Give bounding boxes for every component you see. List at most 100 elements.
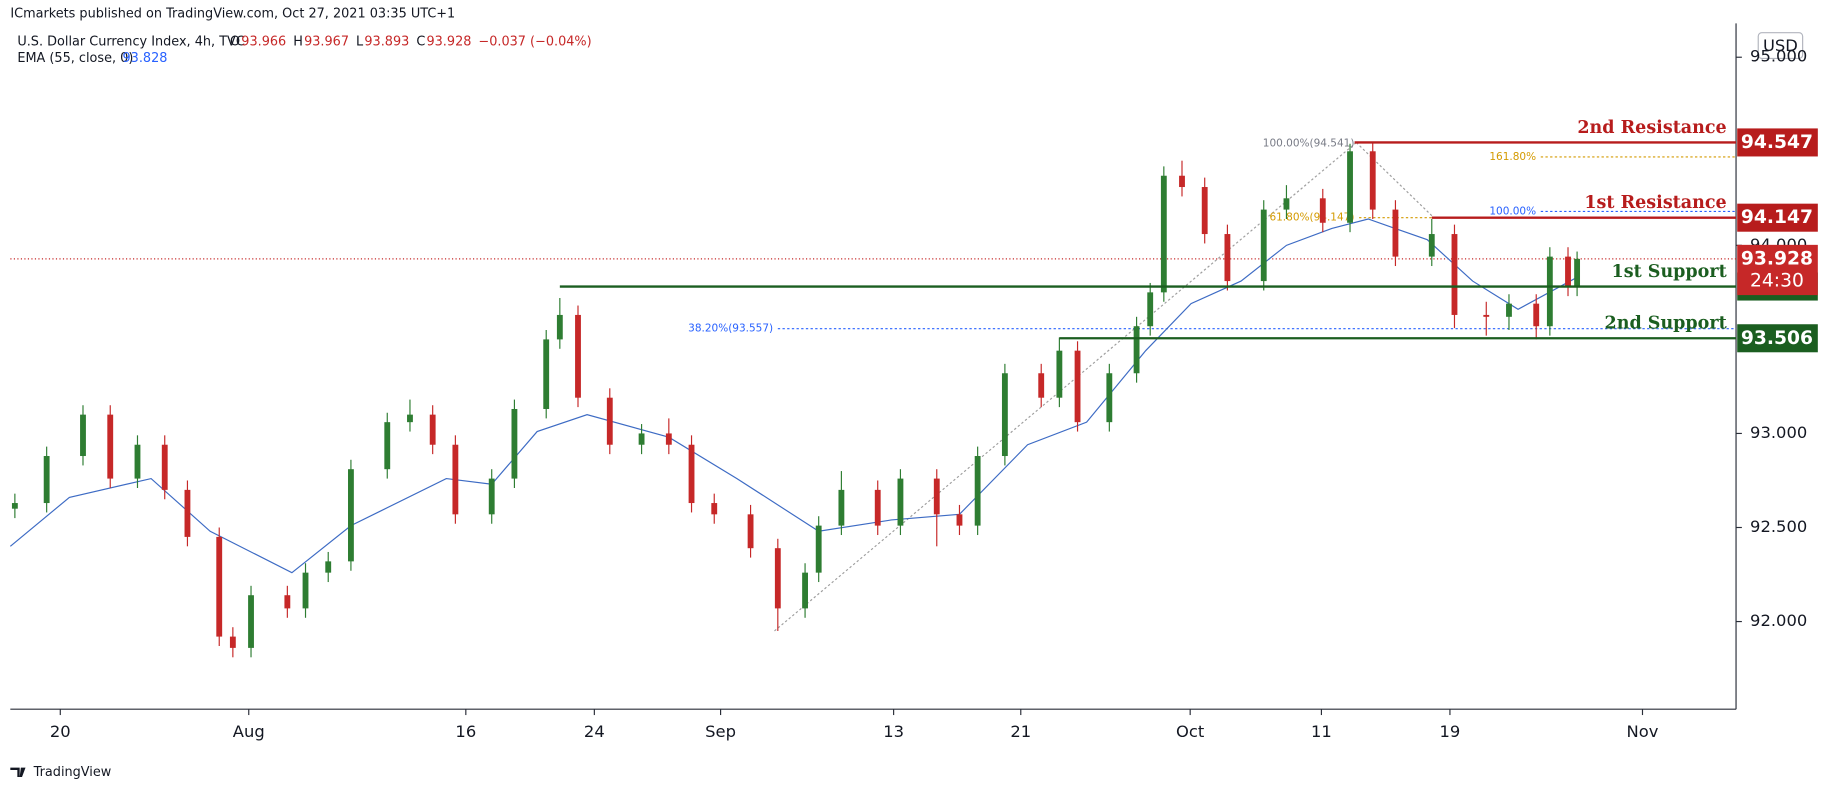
- ohlc-value: 93.966: [241, 35, 286, 50]
- candle-body: [874, 489, 881, 526]
- candle-body: [897, 478, 904, 526]
- candle-body: [302, 572, 309, 609]
- price-badge-label: 93.506: [1741, 328, 1813, 349]
- price-badge: [1737, 203, 1818, 232]
- candle-body: [407, 414, 413, 423]
- candle-body: [543, 339, 550, 409]
- level-label: 2nd Resistance: [1577, 118, 1726, 138]
- currency: USD: [1763, 36, 1798, 55]
- x-tick-label: Nov: [1627, 722, 1659, 741]
- candle-body: [1319, 198, 1326, 223]
- y-tick-label: 95.000: [1750, 47, 1807, 66]
- candle-body: [1283, 198, 1290, 210]
- candle-body: [216, 536, 223, 637]
- ohlc: O 93.966 H 93.967 L 93.893 C 93.928 −0.037 (−0.0…: [230, 35, 592, 50]
- ohlc-value: 93.928: [426, 35, 471, 50]
- candle-body: [1106, 373, 1113, 423]
- last-price-badge: [1737, 244, 1818, 296]
- x-tick-label: 13: [883, 722, 904, 741]
- ohlc-value: 93.967: [304, 35, 349, 50]
- candle-body: [956, 514, 963, 526]
- y-tick-label: 93.000: [1750, 423, 1807, 442]
- candle-body: [1533, 303, 1540, 327]
- x-tick-label: 21: [1010, 722, 1031, 741]
- candle-body: [1428, 234, 1435, 257]
- candle-body: [384, 422, 391, 470]
- y-tick-label: 92.500: [1750, 517, 1807, 536]
- candle-body: [665, 433, 672, 445]
- candle-body: [248, 595, 254, 648]
- candle-body: [974, 456, 981, 526]
- x-tick-label: Oct: [1176, 722, 1205, 741]
- x-tick-label: 19: [1440, 722, 1461, 741]
- candle-body: [1347, 151, 1353, 223]
- ohlc-value: 93.893: [364, 35, 409, 50]
- fib-trend-line: [774, 142, 1357, 632]
- currency-box: [1757, 32, 1804, 60]
- candle-body: [606, 397, 613, 445]
- candle-body: [815, 525, 822, 573]
- candle-body: [11, 503, 18, 509]
- logo: [10, 767, 26, 777]
- candle-body: [1133, 326, 1140, 374]
- candle-body: [1506, 303, 1512, 317]
- x-tick-label: 11: [1311, 722, 1332, 741]
- price-badge-label: 94.147: [1741, 207, 1813, 228]
- candle-body: [1224, 234, 1231, 282]
- fib-label: 38.20%(93.557): [688, 323, 773, 335]
- candle-body: [1201, 187, 1208, 235]
- candle-body: [1056, 350, 1063, 398]
- candle-body: [575, 314, 581, 398]
- level-label: 2nd Support: [1605, 314, 1727, 334]
- candle-body: [429, 414, 436, 445]
- fib-label: 61.80%(94.147): [1269, 212, 1354, 224]
- candle-body: [80, 414, 86, 457]
- level-label: 1st Resistance: [1584, 193, 1726, 213]
- candle-body: [711, 503, 718, 515]
- y-tick-label: 92.000: [1750, 611, 1807, 630]
- level-label: 1st Support: [1612, 262, 1727, 282]
- fib-label: 161.80%: [1489, 151, 1536, 163]
- candle-body: [1074, 350, 1081, 423]
- candle-body: [933, 478, 940, 515]
- candle-body: [1565, 256, 1571, 287]
- change: −0.037 (−0.04%): [478, 35, 591, 50]
- footer: TradingView: [33, 765, 112, 780]
- candle-body: [348, 469, 354, 562]
- indicator: EMA (55, close, 0): [17, 51, 133, 66]
- countdown: 24:30: [1750, 271, 1804, 292]
- candle-body: [802, 572, 808, 609]
- candle-body: [107, 414, 114, 479]
- candle-body: [838, 489, 845, 526]
- x-tick-label: 20: [50, 722, 71, 741]
- published: ICmarkets published on TradingView.com, …: [10, 7, 455, 22]
- fib-label: 100.00%(94.541): [1263, 138, 1355, 150]
- symbol: U.S. Dollar Currency Index, 4h, TVC: [17, 35, 245, 50]
- candle-body: [1260, 209, 1267, 282]
- candle-body: [161, 444, 168, 490]
- candle-body: [43, 456, 50, 504]
- indicator-value: 93.828: [122, 51, 167, 66]
- x-tick-label: Aug: [233, 722, 265, 741]
- candle-body: [1179, 175, 1185, 188]
- candle-body: [1147, 292, 1154, 327]
- candle-body: [1038, 373, 1045, 398]
- candle-body: [747, 514, 754, 549]
- fib-trend-line: [1355, 142, 1433, 217]
- x-tick-label: 16: [455, 722, 476, 741]
- candle-body: [1451, 234, 1458, 315]
- fib-label: 100.00%: [1489, 205, 1536, 217]
- ohlc-label: H: [293, 35, 303, 50]
- x-tick-label: Sep: [705, 722, 736, 741]
- candle-body: [325, 561, 332, 573]
- price-badge-label: 94.547: [1741, 132, 1813, 153]
- price-badge: [1737, 324, 1818, 353]
- ema-line: [9, 218, 1578, 574]
- candle-body: [184, 489, 191, 537]
- candle-body: [134, 444, 141, 479]
- candle-body: [638, 433, 645, 445]
- candle-body: [488, 478, 495, 515]
- candle-body: [452, 444, 459, 515]
